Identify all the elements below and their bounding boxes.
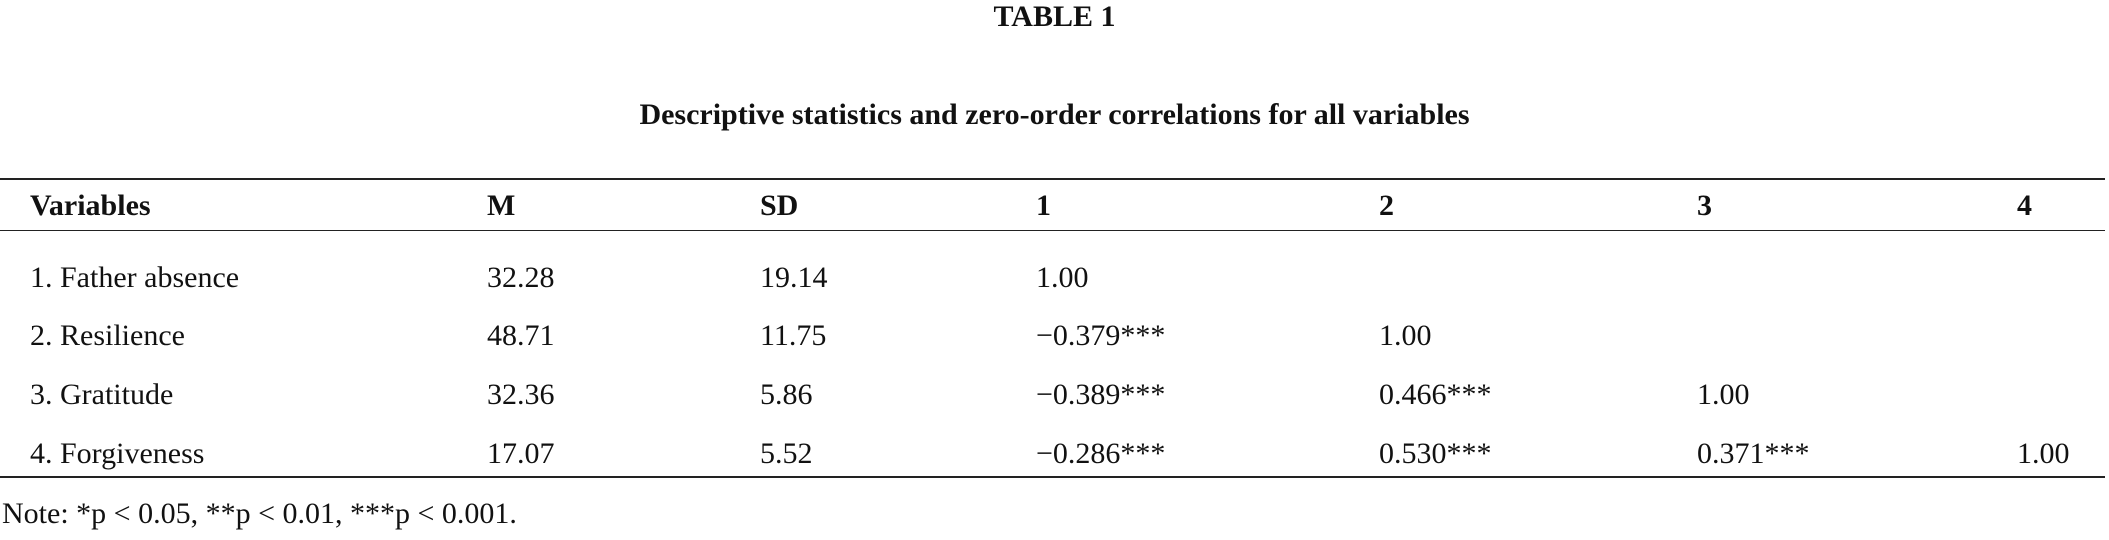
column-header: 3 bbox=[1697, 189, 1712, 222]
table-note: Note: *p < 0.05, **p < 0.01, ***p < 0.00… bbox=[2, 497, 517, 530]
table-cell: 17.07 bbox=[487, 437, 555, 470]
table-title: Descriptive statistics and zero-order co… bbox=[639, 98, 1470, 131]
table-cell: 5.86 bbox=[760, 378, 813, 411]
row-label: 3. Gratitude bbox=[30, 378, 174, 411]
bottom-rule bbox=[0, 476, 2105, 478]
table-cell: 1.00 bbox=[1697, 378, 1750, 411]
column-header: 1 bbox=[1036, 189, 1051, 222]
table-cell: 32.36 bbox=[487, 378, 555, 411]
header-rule bbox=[0, 230, 2105, 231]
top-rule bbox=[0, 178, 2105, 180]
row-label: 2. Resilience bbox=[30, 319, 185, 352]
column-header: M bbox=[487, 189, 516, 222]
table-cell: −0.389*** bbox=[1036, 378, 1166, 411]
column-header: 2 bbox=[1379, 189, 1394, 222]
table-cell: 19.14 bbox=[760, 261, 828, 294]
table-cell: 1.00 bbox=[1379, 319, 1432, 352]
table-cell: 0.371*** bbox=[1697, 437, 1810, 470]
table-cell: 1.00 bbox=[2017, 437, 2070, 470]
table-cell: 1.00 bbox=[1036, 261, 1089, 294]
column-header: SD bbox=[760, 189, 799, 222]
table-label: TABLE 1 bbox=[993, 0, 1116, 33]
table-cell: 48.71 bbox=[487, 319, 555, 352]
table-cell: 11.75 bbox=[760, 319, 827, 352]
table-cell: −0.379*** bbox=[1036, 319, 1166, 352]
column-header: Variables bbox=[30, 189, 151, 222]
table-cell: −0.286*** bbox=[1036, 437, 1166, 470]
table-cell: 32.28 bbox=[487, 261, 555, 294]
table-cell: 0.530*** bbox=[1379, 437, 1492, 470]
row-label: 4. Forgiveness bbox=[30, 437, 205, 470]
table-cell: 0.466*** bbox=[1379, 378, 1492, 411]
table-cell: 5.52 bbox=[760, 437, 813, 470]
row-label: 1. Father absence bbox=[30, 261, 240, 294]
column-header: 4 bbox=[2017, 189, 2032, 222]
